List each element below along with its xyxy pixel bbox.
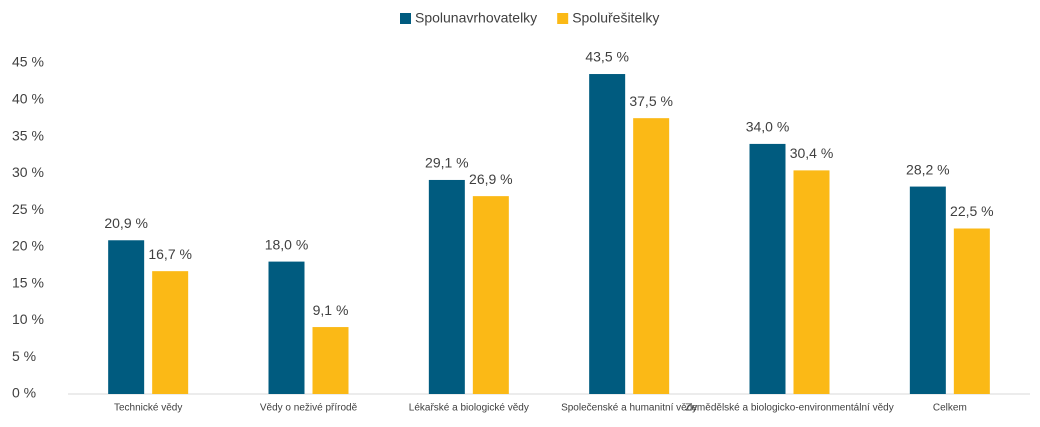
y-tick-label: 35 % [12,127,44,143]
y-tick-label: 40 % [12,90,44,106]
value-label: 29,1 % [425,155,469,171]
bar [108,240,145,394]
legend-swatch [557,13,569,24]
y-tick-label: 0 % [12,385,36,401]
value-label: 28,2 % [906,161,950,177]
value-label: 26,9 % [469,171,513,187]
bar [312,327,349,394]
x-tick-label: Zemědělské a biologicko-environmentální … [685,403,893,414]
bar [589,74,626,395]
bar [749,143,786,394]
y-tick-label: 30 % [12,164,44,180]
value-label: 18,0 % [265,236,309,252]
value-label: 30,4 % [790,145,834,161]
value-label: 20,9 % [104,215,148,231]
value-label: 16,7 % [148,246,192,262]
bar [152,271,189,394]
y-tick-label: 25 % [12,201,44,217]
x-tick-label: Vědy o neživé přírodě [260,403,358,414]
legend-swatch [400,13,411,24]
value-label: 22,5 % [950,203,994,219]
y-tick-label: 45 % [12,54,44,70]
legend-label: Spolunavrhovatelky [415,10,537,26]
x-tick-label: Lékařské a biologické vědy [409,403,529,414]
bar [428,179,465,394]
y-tick-label: 15 % [12,274,44,290]
x-tick-label: Společenské a humanitní vědy [561,403,697,414]
bar [909,186,946,394]
bar [472,196,509,394]
bar [633,118,670,395]
y-tick-label: 5 % [12,348,36,364]
bar [793,170,830,394]
legend-label: Spoluřešitelky [572,10,659,26]
value-label: 37,5 % [629,93,673,109]
x-tick-label: Technické vědy [114,403,182,414]
y-tick-label: 10 % [12,311,44,327]
value-label: 43,5 % [585,49,629,65]
bar [268,261,305,394]
x-tick-label: Celkem [933,403,967,414]
y-tick-label: 20 % [12,238,44,254]
bar [953,228,990,394]
value-label: 34,0 % [746,119,790,135]
value-label: 9,1 % [313,302,349,318]
